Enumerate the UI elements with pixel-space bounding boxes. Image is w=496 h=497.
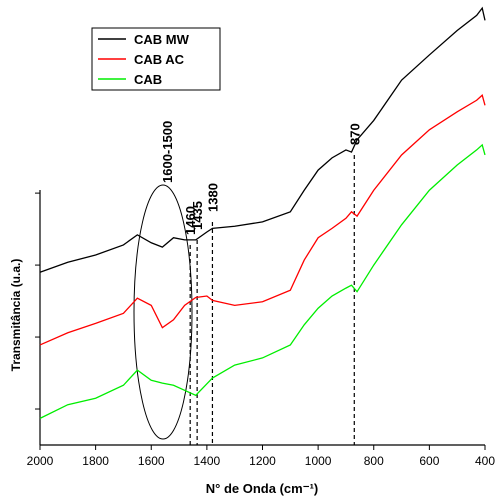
x-axis-label: N° de Onda (cm⁻¹) bbox=[206, 481, 318, 496]
series-line bbox=[39, 6, 486, 273]
x-tick-label: 1600 bbox=[138, 454, 165, 468]
x-tick-label: 1400 bbox=[194, 454, 221, 468]
series-line bbox=[39, 143, 486, 419]
series-line bbox=[39, 94, 486, 346]
legend-label: CAB bbox=[134, 72, 162, 87]
marker-label: 1435 bbox=[190, 201, 205, 230]
x-tick-label: 2000 bbox=[27, 454, 54, 468]
region-ellipse bbox=[133, 184, 193, 440]
x-tick-label: 800 bbox=[364, 454, 384, 468]
x-tick-label: 1000 bbox=[305, 454, 332, 468]
x-tick-label: 1800 bbox=[82, 454, 109, 468]
x-tick-label: 1200 bbox=[249, 454, 276, 468]
x-tick-label: 600 bbox=[419, 454, 439, 468]
x-tick-label: 400 bbox=[475, 454, 495, 468]
region-label: 1600-1500 bbox=[160, 121, 175, 183]
legend-label: CAB AC bbox=[134, 52, 185, 67]
y-axis-label: Transmitância (u.a.) bbox=[9, 259, 23, 372]
marker-label: 1460 bbox=[183, 206, 198, 235]
marker-label: 870 bbox=[347, 123, 362, 145]
marker-label: 1380 bbox=[205, 183, 220, 212]
legend-label: CAB MW bbox=[134, 32, 190, 47]
